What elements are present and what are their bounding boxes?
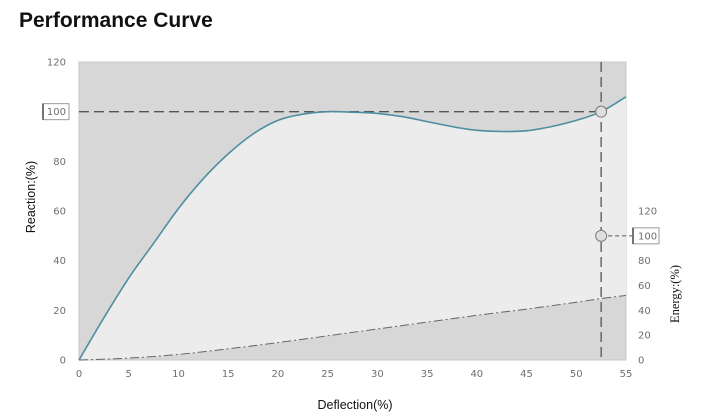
y-tick-label: 100 [47,107,66,118]
y2-tick-label: 120 [638,207,657,218]
y-tick-label: 40 [53,256,66,267]
y2-tick-label: 80 [638,256,651,267]
x-tick-label: 30 [371,369,384,380]
energy-marker [595,229,608,242]
x-tick-label: 35 [421,369,434,380]
x-tick-label: 45 [520,369,533,380]
x-tick-label: 25 [321,369,334,380]
y-tick-label: 20 [53,306,66,317]
x-tick-label: 40 [470,369,483,380]
y2-tick-label: 100 [638,231,657,242]
x-tick-label: 0 [76,369,82,380]
y2-tick-label: 20 [638,331,651,342]
x-tick-label: 55 [620,369,633,380]
chart-title: Performance Curve [19,9,213,32]
reaction-marker [595,105,608,118]
x-axis-label: Deflection(%) [317,398,392,412]
energy-curve [78,294,627,361]
y2-tick-label: 40 [638,306,651,317]
y2-tick-label: 60 [638,281,651,292]
y2-tick-label: 0 [638,356,644,367]
x-tick-label: 50 [570,369,583,380]
y2-axis-label: Energy:(%) [668,265,682,323]
x-tick-label: 10 [172,369,185,380]
y-tick-label: 120 [47,58,66,69]
reaction-area [79,96,626,361]
y-tick-label: 0 [60,356,66,367]
x-tick-label: 20 [272,369,285,380]
reaction-curve [78,96,627,361]
x-tick-label: 5 [126,369,132,380]
y-tick-label: 80 [53,157,66,168]
y-axis-label: Reaction:(%) [24,161,38,233]
x-tick-label: 15 [222,369,235,380]
y-tick-label: 60 [53,207,66,218]
